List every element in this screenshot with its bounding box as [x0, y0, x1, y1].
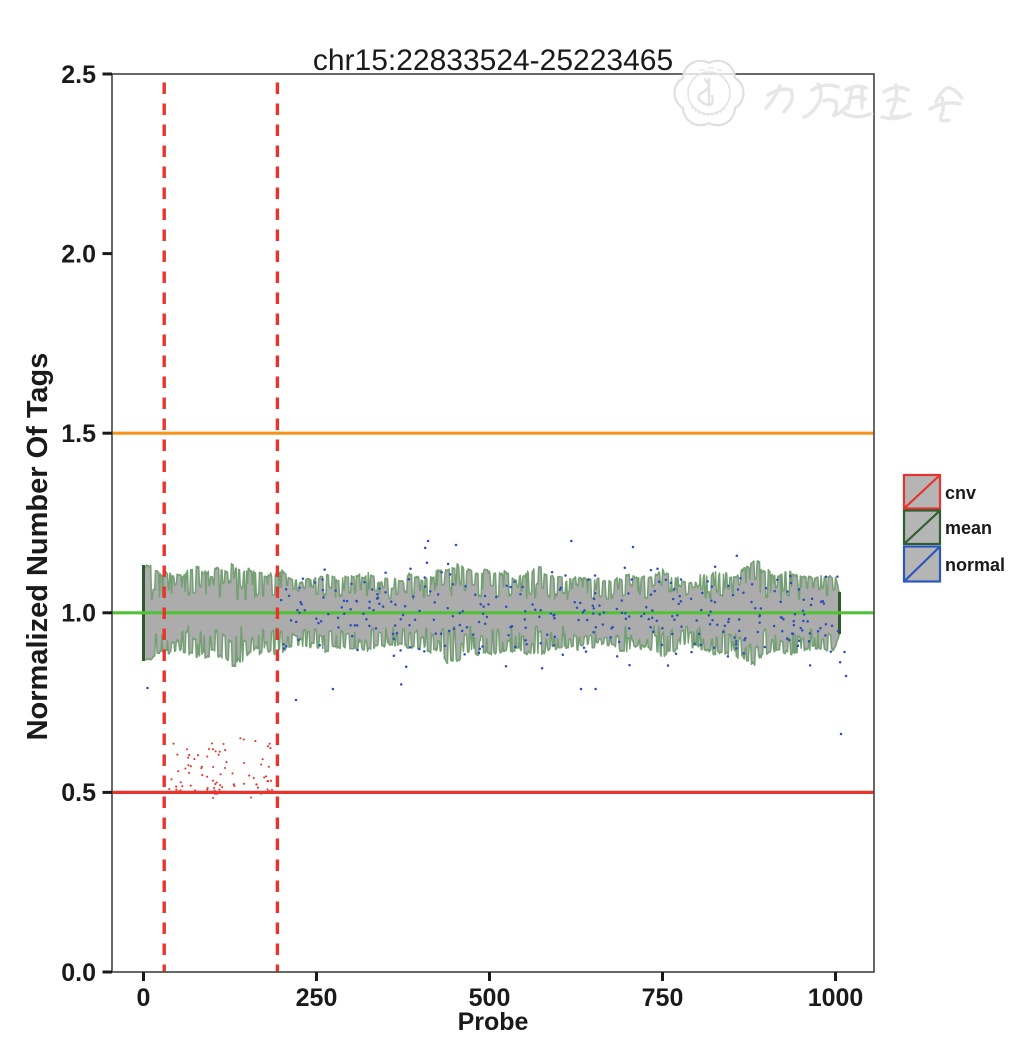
svg-text:1000: 1000	[808, 984, 864, 1012]
svg-text:chr15:22833524-25223465: chr15:22833524-25223465	[313, 44, 673, 77]
svg-text:0.0: 0.0	[61, 959, 96, 987]
svg-text:mean: mean	[945, 518, 992, 538]
svg-text:Normalized Number Of Tags: Normalized Number Of Tags	[22, 353, 54, 741]
svg-text:0.5: 0.5	[61, 779, 96, 807]
svg-text:500: 500	[469, 984, 511, 1012]
svg-text:normal: normal	[945, 555, 1005, 575]
svg-text:750: 750	[642, 984, 684, 1012]
svg-text:0: 0	[137, 984, 151, 1012]
svg-text:cnv: cnv	[945, 483, 976, 503]
svg-text:2.5: 2.5	[61, 61, 96, 89]
svg-text:250: 250	[296, 984, 338, 1012]
svg-text:1.5: 1.5	[61, 420, 96, 448]
svg-text:1.0: 1.0	[61, 600, 96, 628]
svg-text:Probe: Probe	[458, 1008, 529, 1036]
svg-text:2.0: 2.0	[61, 240, 96, 268]
